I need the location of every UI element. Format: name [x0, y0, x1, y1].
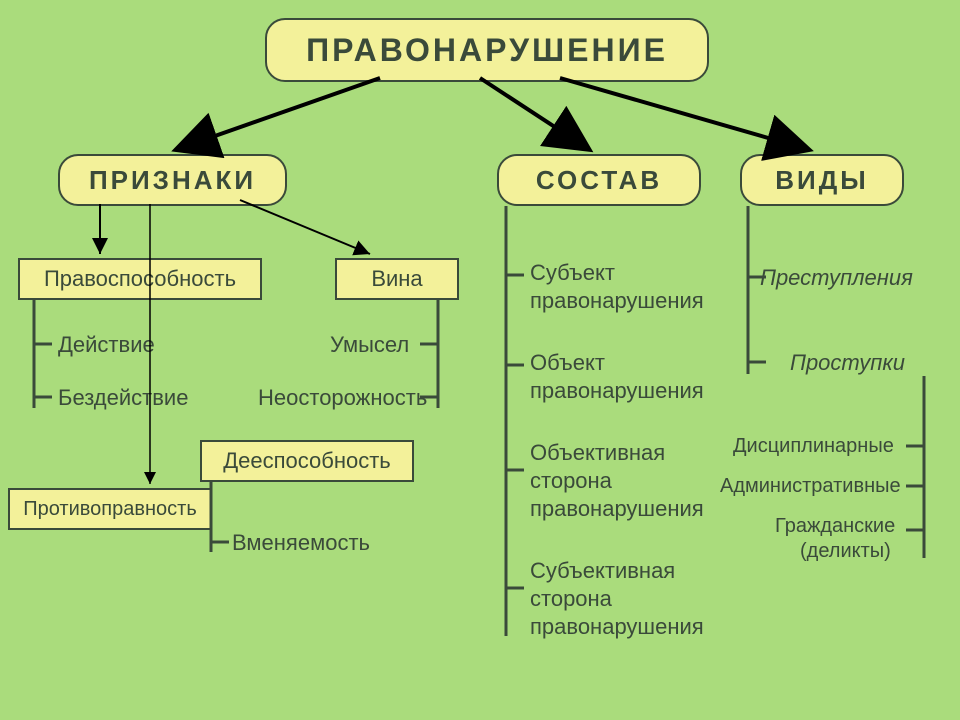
box-guilt-label: Вина — [371, 266, 422, 292]
text-negligence: Неосторожность — [258, 385, 427, 411]
bracket-0 — [34, 300, 52, 408]
text-objside: Объективная — [530, 440, 665, 466]
box-illegality-label: Противоправность — [23, 498, 197, 521]
text-disciplinary: Дисциплинарные — [733, 435, 894, 458]
node-composition: СОСТАВ — [497, 154, 701, 206]
bracket-5 — [906, 376, 924, 558]
box-competence: Дееспособность — [200, 440, 414, 482]
box-illegality: Противоправность — [8, 488, 212, 530]
text-administrative: Административные — [720, 475, 901, 498]
root-label: ПРАВОНАРУШЕНИЕ — [306, 32, 668, 69]
arrow-0 — [175, 78, 380, 150]
text-sanity: Вменяемость — [232, 530, 370, 556]
text-inaction: Бездействие — [58, 385, 188, 411]
node-signs: ПРИЗНАКИ — [58, 154, 287, 206]
arrow-4 — [240, 200, 370, 254]
text-subjside3: правонарушения — [530, 614, 704, 640]
node-types-label: ВИДЫ — [775, 165, 868, 196]
text-offenses: Проступки — [790, 350, 905, 376]
bracket-2 — [211, 482, 229, 552]
text-intent: Умысел — [330, 332, 409, 358]
text-subjside2: сторона — [530, 586, 612, 612]
node-composition-label: СОСТАВ — [536, 165, 662, 196]
arrow-2 — [560, 78, 810, 150]
text-subjside: Субъективная — [530, 558, 675, 584]
text-subject: Субъект — [530, 260, 615, 286]
text-object: Объект — [530, 350, 605, 376]
text-subject2: правонарушения — [530, 288, 704, 314]
node-types: ВИДЫ — [740, 154, 904, 206]
box-capacity-label: Правоспособность — [44, 266, 236, 292]
text-objside2: сторона — [530, 468, 612, 494]
box-competence-label: Дееспособность — [223, 448, 391, 474]
box-guilt: Вина — [335, 258, 459, 300]
arrow-1 — [480, 78, 590, 150]
text-objside3: правонарушения — [530, 496, 704, 522]
text-object2: правонарушения — [530, 378, 704, 404]
bracket-3 — [506, 206, 524, 636]
text-action: Действие — [58, 332, 155, 358]
text-crimes: Преступления — [760, 265, 913, 291]
box-capacity: Правоспособность — [18, 258, 262, 300]
text-civil2: (деликты) — [800, 540, 891, 563]
root-node: ПРАВОНАРУШЕНИЕ — [265, 18, 709, 82]
node-signs-label: ПРИЗНАКИ — [89, 165, 256, 196]
text-civil: Гражданские — [775, 515, 895, 538]
